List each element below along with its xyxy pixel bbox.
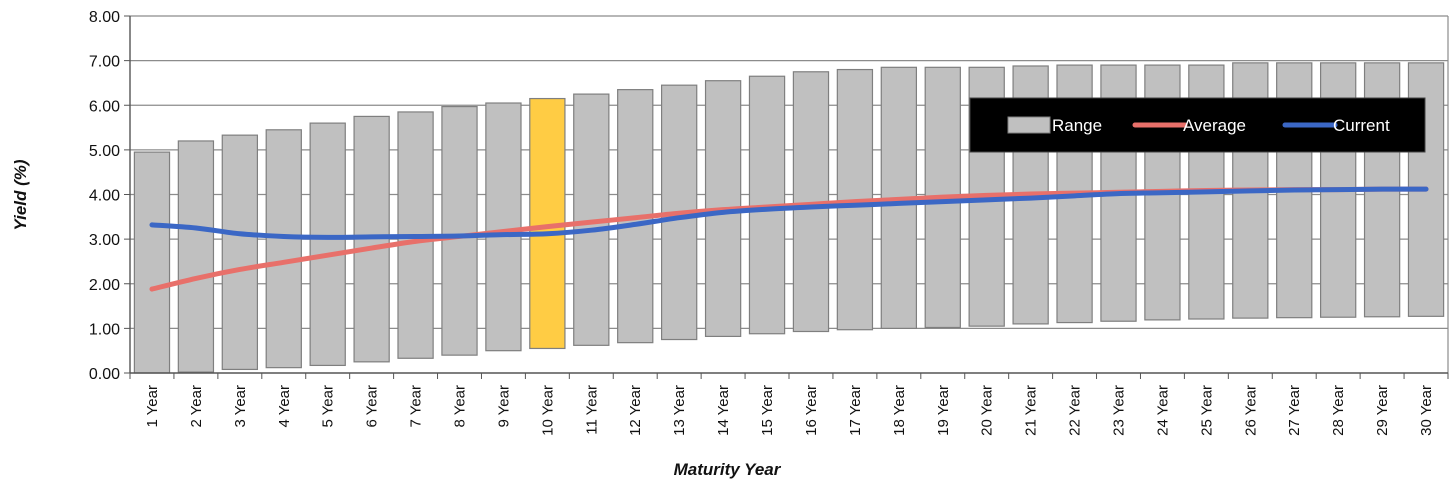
y-tick-label: 5.00: [89, 143, 120, 160]
x-tick-label: 28 Year: [1330, 385, 1347, 436]
range-bar: [265, 129, 302, 369]
series-lines: [149, 186, 1429, 292]
y-tick-label: 6.00: [89, 98, 120, 115]
y-tick-label: 2.00: [89, 277, 120, 294]
x-tick-label: 16 Year: [803, 385, 820, 436]
range-bar: [485, 102, 522, 352]
x-tick-label: 22 Year: [1067, 385, 1084, 436]
y-tick-label: 1.00: [89, 321, 120, 338]
x-tick-label: 17 Year: [847, 385, 864, 436]
x-tick-label: 4 Year: [276, 385, 293, 428]
legend-label-current: Current: [1333, 116, 1390, 135]
legend-swatch-range: [1007, 116, 1051, 134]
range-bar: [177, 140, 215, 373]
x-tick-label: 12 Year: [627, 385, 644, 436]
x-tick-label: 21 Year: [1023, 385, 1040, 436]
y-tick-label: 7.00: [89, 54, 120, 71]
y-tick-label: 3.00: [89, 232, 120, 249]
x-tick-label: 6 Year: [364, 385, 381, 428]
y-axis-title: Yield (%): [11, 159, 30, 230]
x-tick-label: 29 Year: [1374, 385, 1391, 436]
x-tick-label: 30 Year: [1418, 385, 1435, 436]
x-tick-label: 9 Year: [495, 385, 512, 428]
y-tick-label: 4.00: [89, 188, 120, 205]
legend-label-range: Range: [1052, 116, 1102, 135]
x-tick-label: 20 Year: [979, 385, 996, 436]
x-tick-label: 13 Year: [671, 385, 688, 436]
range-bar: [309, 122, 346, 367]
range-bar: [441, 105, 478, 356]
legend-label-average: Average: [1183, 116, 1246, 135]
current-series-line: [149, 186, 1429, 240]
x-tick-label: 10 Year: [539, 385, 556, 436]
x-tick-label: 7 Year: [408, 385, 425, 428]
y-tick-label: 0.00: [89, 366, 120, 383]
y-axis-ticks: 0.00 1.00 2.00 3.00 4.00 5.00 6.00 7.00 8.00: [89, 9, 130, 383]
x-tick-label: 5 Year: [320, 385, 337, 428]
x-tick-label: 18 Year: [891, 385, 908, 436]
range-bar: [133, 151, 171, 374]
x-tick-label: 8 Year: [452, 385, 469, 428]
x-tick-label: 27 Year: [1286, 385, 1303, 436]
x-tick-label: 11 Year: [583, 385, 600, 435]
y-tick-label: 8.00: [89, 9, 120, 26]
x-tick-label: 3 Year: [232, 385, 249, 428]
legend: Range Average Current: [969, 97, 1426, 153]
x-tick-label: 25 Year: [1198, 385, 1215, 436]
x-tick-label: 1 Year: [144, 385, 161, 428]
range-bar: [221, 134, 259, 371]
x-axis-ticks: 1 Year 2 Year 3 Year 4 Year 5 Year 6 Year 7 Ye…: [129, 373, 1449, 436]
x-tick-label: 2 Year: [188, 385, 205, 428]
x-tick-label: 19 Year: [935, 385, 952, 436]
x-tick-label: 24 Year: [1154, 385, 1171, 436]
x-tick-label: 15 Year: [759, 385, 776, 436]
x-tick-label: 23 Year: [1111, 385, 1128, 436]
x-tick-label: 26 Year: [1242, 385, 1259, 436]
x-axis-title: Maturity Year: [674, 460, 782, 479]
x-tick-label: 14 Year: [715, 385, 732, 436]
